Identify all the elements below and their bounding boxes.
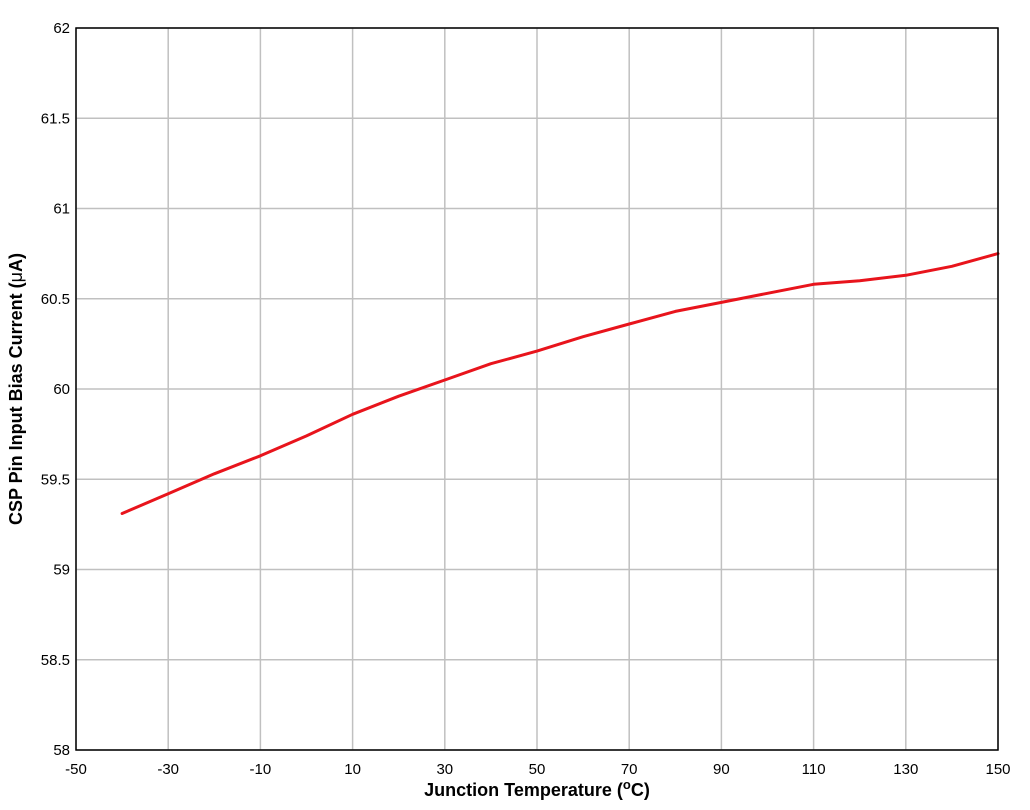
x-tick-label: 30 (436, 761, 453, 778)
y-tick-label: 58 (53, 742, 70, 759)
y-tick-label: 60.5 (41, 291, 70, 308)
y-axis-title-mu: μ (6, 272, 26, 282)
x-tick-label: 110 (802, 761, 826, 778)
y-tick-label: 62 (53, 20, 70, 37)
y-axis-title: CSP Pin Input Bias Current (μA) (6, 253, 26, 525)
y-tick-label: 58.5 (41, 652, 70, 669)
x-tick-label: -50 (65, 761, 87, 778)
y-tick-label: 60 (53, 381, 70, 398)
y-tick-label: 61.5 (41, 110, 70, 127)
y-tick-label: 59 (53, 562, 70, 579)
x-tick-label: 90 (713, 761, 730, 778)
x-tick-label: 150 (985, 761, 1010, 778)
series-group (120, 252, 1000, 515)
x-tick-label: 70 (621, 761, 638, 778)
x-tick-label: -10 (250, 761, 272, 778)
x-axis-title-superscript: o (623, 777, 631, 792)
y-tick-label: 59.5 (41, 471, 70, 488)
x-tick-label: 50 (529, 761, 546, 778)
x-axis-title-main: Junction Temperature ( (424, 780, 623, 800)
x-axis-title: Junction Temperature (oC) (424, 777, 650, 800)
y-tick-label: 61 (53, 201, 70, 218)
x-tick-label: 130 (893, 761, 918, 778)
series-line-0 (120, 252, 1000, 515)
y-tick-labels: 58 58.5 59 59.5 60 60.5 61 61.5 62 (41, 20, 70, 759)
x-axis-title-suffix: C) (631, 780, 650, 800)
y-axis-title-suffix: A) (6, 253, 26, 272)
x-tick-labels: -50 -30 -10 10 30 50 70 90 110 130 150 (65, 761, 1010, 778)
x-tick-label: -30 (157, 761, 179, 778)
plot-frame (75, 27, 999, 751)
x-tick-label: 10 (344, 761, 361, 778)
y-axis-title-main: CSP Pin Input Bias Current ( (6, 282, 26, 525)
